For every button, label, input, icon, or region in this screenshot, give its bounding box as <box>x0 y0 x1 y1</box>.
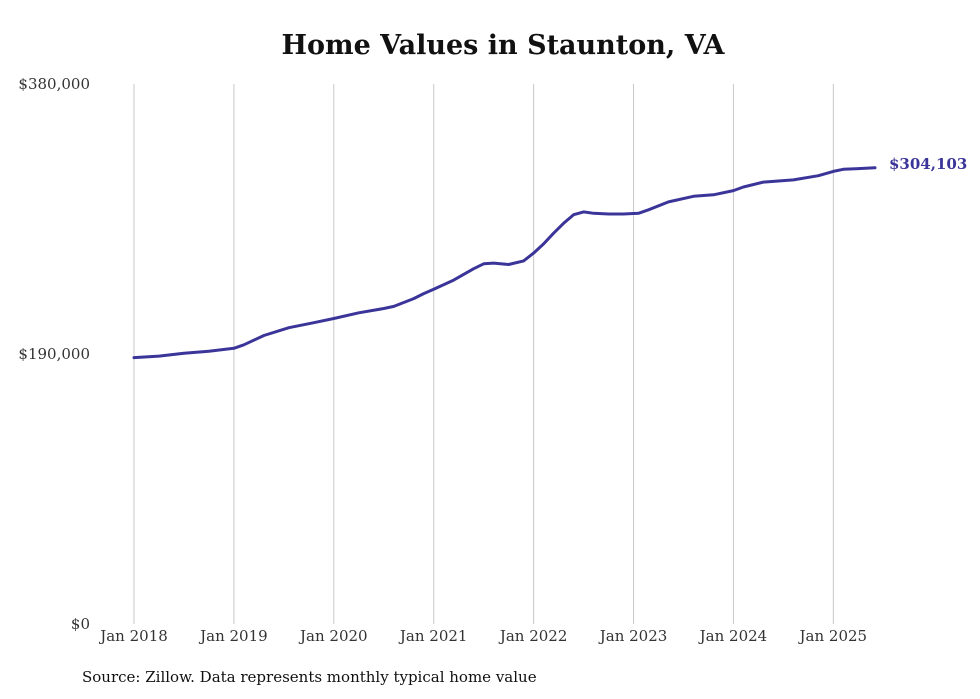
series-layer: $304,103 <box>132 155 967 360</box>
gridlines <box>133 84 834 624</box>
y-tick-label: $190,000 <box>18 345 90 363</box>
x-tick-label: Jan 2018 <box>98 627 168 645</box>
series-line <box>132 166 877 360</box>
y-axis-ticks: $0 $190,000 $380,000 <box>18 75 90 633</box>
x-tick-label: Jan 2025 <box>798 627 868 645</box>
source-note: Source: Zillow. Data represents monthly … <box>82 668 537 686</box>
x-tick-label: Jan 2021 <box>398 627 468 645</box>
y-tick-label: $380,000 <box>18 75 90 93</box>
y-tick-label: $0 <box>71 615 90 633</box>
x-axis-ticks: Jan 2018 Jan 2019 Jan 2020 Jan 2021 Jan 2022… <box>98 627 867 645</box>
line-chart: $0$190,000$380,000 Jan 2018 Jan 2019 Jan 2… <box>18 75 967 645</box>
end-value-label: $304,103 <box>889 155 967 173</box>
x-tick-label: Jan 2020 <box>298 627 368 645</box>
x-tick-label: Jan 2022 <box>498 627 568 645</box>
x-tick-label: Jan 2024 <box>698 627 768 645</box>
chart-title: Home Values in Staunton, VA <box>281 30 725 61</box>
x-tick-label: Jan 2019 <box>198 627 268 645</box>
x-tick-label: Jan 2023 <box>598 627 668 645</box>
